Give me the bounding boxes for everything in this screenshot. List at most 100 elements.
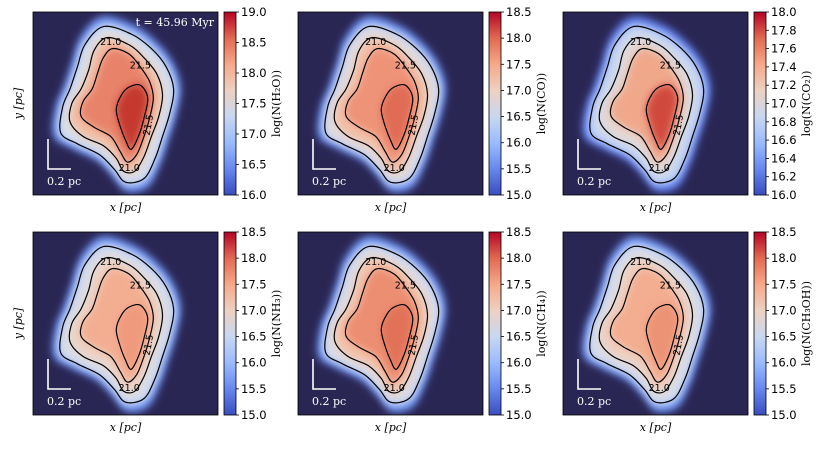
colorbar-tick-label: 17.6 <box>771 42 797 56</box>
colorbar-tick-label: 16.0 <box>506 136 532 150</box>
scale-bar-line <box>577 359 601 390</box>
colorbar-tick-label: 17.0 <box>506 303 532 317</box>
colorbar-tick-label: 16.0 <box>771 188 797 202</box>
colorbar: 16.0 16.2 16.4 16.6 16.8 17.0 17.2 17.4 17.6 17.8… <box>753 5 813 202</box>
colorbar-tick-label: 18.5 <box>241 36 267 50</box>
contour-label: 21.5 <box>660 61 681 72</box>
scale-bar-label: 0.2 pc <box>47 395 81 408</box>
colorbar-tick-label: 17.0 <box>771 97 797 111</box>
contour-label: 21.5 <box>142 334 157 357</box>
colorbar-label: log(N(CO)) <box>535 73 548 134</box>
colorbar-label: log(N(CH₄)) <box>535 290 548 356</box>
contour-label: 21.0 <box>649 163 670 174</box>
contour-level <box>115 303 149 370</box>
contour-label: 21.5 <box>407 334 422 357</box>
colorbar-tick-label: 18.0 <box>241 66 267 80</box>
colorbar-tick-label: 15.5 <box>506 382 532 396</box>
heatmap-core <box>116 84 148 150</box>
contour-label: 21.0 <box>630 257 651 268</box>
heatmap-core <box>381 304 413 370</box>
contour-level <box>79 267 154 383</box>
contour-level <box>324 245 440 404</box>
colorbar-tick-label: 18.5 <box>241 225 267 239</box>
colorbar-tick-label: 17.0 <box>771 303 797 317</box>
colorbar-bar <box>753 11 767 196</box>
colorbar-tick-label: 18.5 <box>506 225 532 239</box>
colorbar-tick-label: 17.0 <box>506 83 532 97</box>
colorbar-tick-label: 16.4 <box>771 151 797 165</box>
scale-bar <box>312 359 336 390</box>
colorbar-tick-label: 18.0 <box>241 251 267 265</box>
colorbar-bar <box>223 231 237 416</box>
y-axis-label: y [pc] <box>12 307 25 340</box>
contour-level <box>645 303 679 370</box>
colorbar-tick-label: 16.5 <box>241 158 267 172</box>
contour-label: 21.0 <box>100 257 121 268</box>
contour-label: 21.0 <box>119 383 140 394</box>
heatmap-core <box>381 84 413 150</box>
colorbar-tick-label: 18.0 <box>506 31 532 45</box>
scale-bar-line <box>47 139 71 170</box>
colorbar-bar <box>488 11 502 196</box>
panel-frame <box>297 11 484 196</box>
scale-bar <box>47 139 71 170</box>
x-axis-label: x [pc] <box>375 201 407 214</box>
colorbar-tick-label: 15.0 <box>506 188 532 202</box>
colorbar-tick-label: 16.2 <box>771 170 797 184</box>
contour-level <box>609 267 684 383</box>
scale-bar-line <box>577 139 601 170</box>
colorbar-tick-label: 16.5 <box>506 110 532 124</box>
contour-label: 21.5 <box>130 61 151 72</box>
colorbar-tick-label: 17.0 <box>241 303 267 317</box>
contour-label: 21.0 <box>100 37 121 48</box>
panel-frame <box>297 231 484 416</box>
x-axis-label: x [pc] <box>110 421 142 434</box>
scale-bar-label: 0.2 pc <box>312 175 346 188</box>
contour-level <box>589 245 705 404</box>
colorbar-tick-label: 15.5 <box>506 162 532 176</box>
contour-label: 21.0 <box>384 163 405 174</box>
scale-bar <box>312 139 336 170</box>
colorbar-tick-label: 19.0 <box>241 5 267 19</box>
panel-frame <box>32 231 219 416</box>
colorbar-tick-label: 16.0 <box>771 356 797 370</box>
colorbar: 15.0 15.5 16.0 16.5 17.0 17.5 18.0 18.5 log(N(CO… <box>488 5 548 202</box>
contour-level <box>68 36 164 174</box>
scale-bar <box>47 359 71 390</box>
colorbar: 16.0 16.5 17.0 17.5 18.0 18.5 19.0 log(N(H₂O)) <box>223 5 283 202</box>
contour-label: 21.5 <box>672 114 687 137</box>
colorbar-tick-label: 16.6 <box>771 133 797 147</box>
colorbar-tick-label: 17.8 <box>771 23 797 37</box>
colorbar-tick-label: 15.5 <box>241 382 267 396</box>
x-axis-label: x [pc] <box>640 421 672 434</box>
colorbar-tick-label: 16.0 <box>506 356 532 370</box>
x-axis-label: x [pc] <box>375 421 407 434</box>
colorbar-tick-label: 16.8 <box>771 115 797 129</box>
colorbar-tick-label: 18.0 <box>771 5 797 19</box>
colorbar-tick-label: 18.0 <box>771 251 797 265</box>
colorbar-label: log(N(CH₃OH)) <box>800 281 813 366</box>
colorbar-tick-label: 16.5 <box>241 330 267 344</box>
contour-lines <box>589 25 705 184</box>
contour-label: 21.5 <box>395 281 416 292</box>
contour-level <box>333 36 429 174</box>
panel-h2o: 21.021.521.521.00.2 pcx [pc]y [pc]16.016… <box>12 5 283 214</box>
colorbar-tick-label: 17.5 <box>241 97 267 111</box>
scale-bar-label: 0.2 pc <box>577 395 611 408</box>
scale-bar-label: 0.2 pc <box>577 175 611 188</box>
contour-level <box>333 256 429 394</box>
colorbar-tick-label: 16.0 <box>241 188 267 202</box>
panel-ch4: 21.0 21.5 21.5 21.0 0.2 pc x [pc] 15.0 15.5 16.0… <box>297 225 548 434</box>
contour-label: 21.5 <box>130 281 151 292</box>
colorbar-bar <box>223 11 237 196</box>
contour-level <box>79 47 154 163</box>
scale-bar <box>577 359 601 390</box>
colorbar-tick-label: 18.5 <box>771 225 797 239</box>
colorbar-tick-label: 17.5 <box>506 277 532 291</box>
heatmap-core <box>116 304 148 370</box>
panel-nh3: 21.021.521.521.00.2 pcx [pc]y [pc]15.015… <box>12 225 283 434</box>
x-axis-label: x [pc] <box>110 201 142 214</box>
contour-level <box>68 256 164 394</box>
heatmap-core <box>646 84 678 150</box>
colorbar-label: log(N(H₂O)) <box>270 70 283 137</box>
